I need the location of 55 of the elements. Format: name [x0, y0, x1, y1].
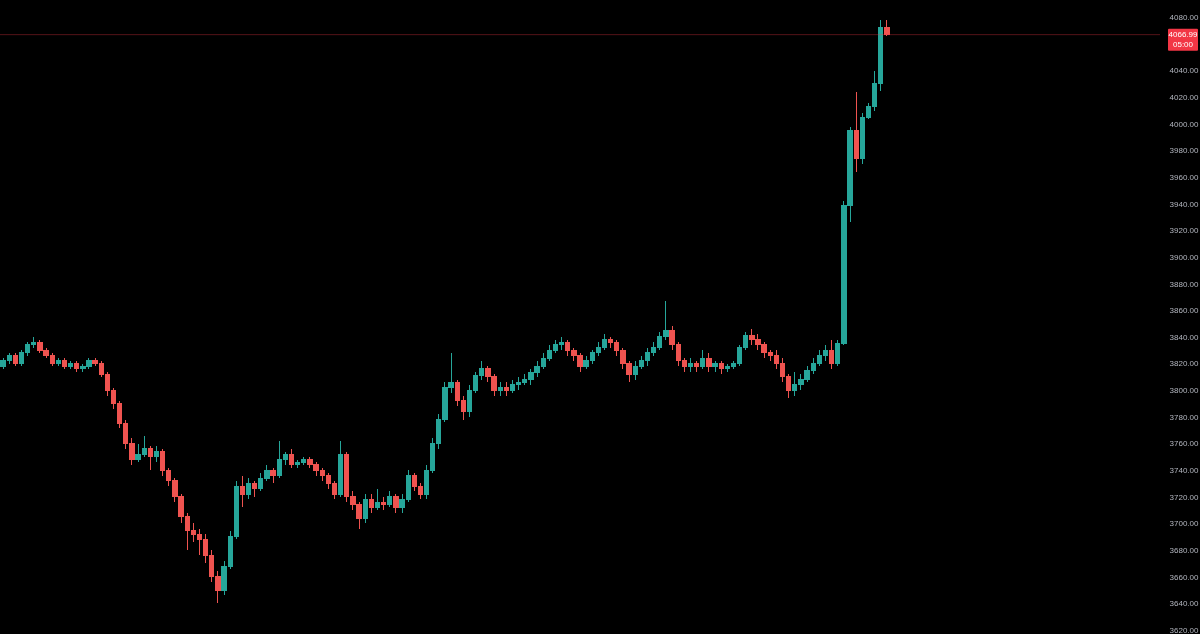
y-tick-label: 4000.00: [1169, 119, 1200, 129]
y-tick-label: 3620.00: [1169, 625, 1200, 634]
candlestick: [712, 360, 718, 373]
y-tick-label: 3780.00: [1169, 412, 1200, 422]
y-tick-label: 3920.00: [1169, 226, 1200, 236]
candlestick: [362, 493, 368, 524]
candlestick: [503, 381, 509, 397]
candlestick: [147, 445, 154, 471]
y-tick-label: 3940.00: [1169, 199, 1200, 209]
y-tick-label: 3760.00: [1169, 439, 1200, 449]
candlestick: [497, 381, 503, 397]
candlestick: [380, 496, 387, 511]
y-tick-label: 4020.00: [1169, 93, 1200, 103]
text: 05:00: [1172, 40, 1194, 50]
candlestick: [828, 339, 835, 370]
candlestick: [700, 349, 706, 370]
y-tick-label: 3900.00: [1169, 252, 1200, 262]
y-tick-label: 4080.00: [1169, 13, 1200, 23]
ref-line-label: 4066.99: [1168, 30, 1199, 40]
candlestick: [252, 480, 258, 498]
candlestick: [693, 360, 700, 373]
candlestick: [387, 490, 393, 508]
candlestick: [687, 357, 694, 373]
candlestick: [67, 360, 74, 370]
candlestick: [393, 493, 399, 514]
candlestick: [55, 357, 61, 367]
y-tick-label: 3660.00: [1169, 572, 1200, 582]
candlestick: [368, 493, 374, 514]
candlestick: [374, 488, 381, 511]
candlestick: [288, 448, 295, 469]
y-tick-label: 3820.00: [1169, 359, 1200, 369]
candlestick: [12, 352, 18, 367]
y-tick-label: 3680.00: [1169, 545, 1200, 555]
y-tick-label: 3720.00: [1169, 492, 1200, 502]
y-tick-label: 3880.00: [1169, 279, 1200, 289]
y-tick-label: 3640.00: [1169, 599, 1200, 609]
y-tick-label: 3800.00: [1169, 386, 1200, 396]
y-tick-label: 3700.00: [1169, 519, 1200, 529]
y-tick-label: 3840.00: [1169, 332, 1200, 342]
candlestick: [153, 445, 160, 463]
candlestick: [718, 360, 724, 375]
y-tick-label: 3980.00: [1169, 146, 1200, 156]
candlestick: [337, 440, 344, 498]
y-tick-label: 3960.00: [1169, 172, 1200, 182]
candlestick: [74, 360, 80, 373]
candlestick: [884, 19, 890, 37]
candlestick: [853, 91, 859, 173]
y-tick-label: 4040.00: [1169, 66, 1200, 76]
y-tick-label: 3740.00: [1169, 465, 1200, 475]
candlestick: [61, 357, 68, 370]
candlestick: [245, 477, 252, 500]
candlestick: [706, 352, 712, 373]
y-tick-label: 3860.00: [1169, 306, 1200, 316]
candlestick: [270, 467, 276, 484]
candlestick: [239, 475, 246, 508]
